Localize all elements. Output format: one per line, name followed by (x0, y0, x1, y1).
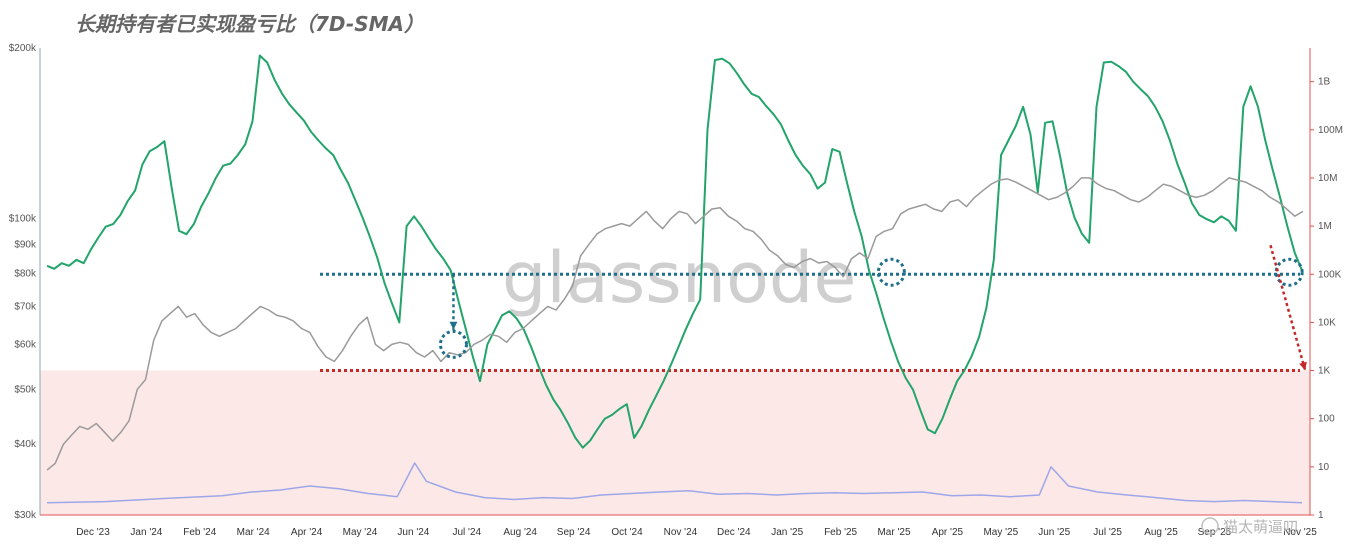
credit: 猫太萌逼叨 (1201, 517, 1298, 536)
x-tick-label-16: Mar '25 (877, 527, 910, 538)
annotations (438, 244, 1307, 371)
right-tick-label-3: 10M (1318, 173, 1337, 184)
left-tick-label-6: $60k (14, 339, 37, 350)
x-tick-label-3: Feb '24 (183, 527, 216, 538)
x-tick-label-20: Jul '25 (1093, 527, 1122, 538)
left-tick-label-3: $90k (14, 240, 37, 251)
x-tick-label-17: Apr '25 (932, 527, 964, 538)
x-tick-label-13: Dec '24 (717, 527, 751, 538)
annotation-circle-3 (1274, 257, 1304, 287)
x-tick-label-14: Jan '25 (771, 527, 803, 538)
annotation-circle-2 (876, 257, 906, 287)
annotation-arrow-line-5 (1269, 244, 1307, 371)
right-tick-label-9: 10 (1318, 462, 1330, 473)
left-tick-label-9: $30k (14, 510, 37, 521)
credit-logo-icon (1201, 517, 1219, 535)
right-tick-label-4: 1M (1318, 221, 1332, 232)
shaded-region (40, 370, 1310, 515)
annotation-arrow-head-5 (1299, 361, 1307, 371)
axes: $200k $100k $90k $80k $70k $60k $50k $40k $30k 1B… (9, 43, 1343, 538)
right-tick-label-5: 100K (1318, 269, 1342, 280)
right-tick-label-7: 1K (1318, 366, 1331, 377)
left-tick-label-7: $50k (14, 384, 37, 395)
left-tick-label-5: $70k (14, 301, 37, 312)
left-tick-label-4: $80k (14, 269, 37, 280)
series-line-1 (46, 54, 1303, 449)
series-line-3 (46, 462, 1303, 504)
annotation-arrow-head-4 (449, 321, 458, 330)
chart-title: 长期持有者已实现盈亏比（7D-SMA） (75, 12, 424, 36)
x-tick-label-6: May '24 (343, 527, 378, 538)
reference-lines (320, 272, 1300, 373)
x-tick-label-1: Dec '23 (76, 527, 110, 538)
x-tick-label-9: Aug '24 (503, 527, 537, 538)
credit-text: 猫太萌逼叨 (1223, 518, 1298, 536)
x-tick-label-2: Jan '24 (130, 527, 162, 538)
right-tick-label-2: 100M (1318, 125, 1343, 136)
x-tick-label-12: Nov '24 (664, 527, 698, 538)
right-tick-label-8: 100 (1318, 414, 1335, 425)
series-lines (46, 54, 1304, 504)
left-tick-label-1: $200k (9, 43, 37, 54)
series-line-2 (46, 177, 1304, 471)
x-tick-label-10: Sep '24 (557, 527, 591, 538)
x-tick-label-23: Nov '25 (1283, 527, 1317, 538)
x-tick-label-4: Mar '24 (237, 527, 270, 538)
x-tick-label-5: Apr '24 (291, 527, 323, 538)
left-tick-label-2: $100k (9, 214, 37, 225)
x-tick-label-11: Oct '24 (611, 527, 643, 538)
shaded-region-rect (40, 370, 1310, 515)
right-tick-label-10: 1 (1318, 510, 1324, 521)
left-tick-label-8: $40k (14, 439, 37, 450)
right-tick-label-1: 1B (1318, 77, 1331, 88)
x-tick-label-15: Feb '25 (824, 527, 857, 538)
x-tick-label-8: Jul '24 (453, 527, 482, 538)
x-tick-label-19: Jun '25 (1038, 527, 1070, 538)
right-tick-label-6: 10K (1318, 317, 1336, 328)
annotation-circle-1 (438, 329, 468, 359)
watermark: glassnode (502, 237, 856, 319)
x-tick-label-21: Aug '25 (1144, 527, 1178, 538)
x-tick-label-18: May '25 (983, 527, 1018, 538)
x-tick-label-7: Jun '24 (397, 527, 429, 538)
